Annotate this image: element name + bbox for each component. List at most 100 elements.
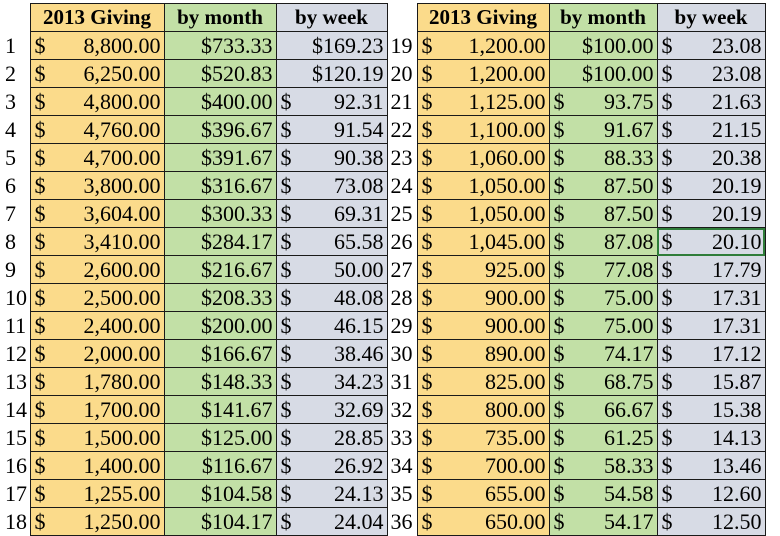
header-giving-right[interactable]: 2013 Giving	[416, 3, 550, 32]
cell-week[interactable]: $46.15	[275, 311, 388, 340]
row-number[interactable]: 14	[2, 395, 31, 424]
cell-week[interactable]: $50.00	[275, 255, 388, 284]
cell-month[interactable]: $391.67	[163, 143, 277, 172]
cell-giving[interactable]: $890.00	[416, 339, 550, 368]
cell-month[interactable]: $104.58	[163, 479, 277, 508]
cell-week[interactable]: $17.31	[656, 283, 766, 312]
cell-week[interactable]: $17.31	[656, 311, 766, 340]
row-number[interactable]: 3	[2, 87, 31, 116]
cell-week[interactable]: $21.15	[656, 115, 766, 144]
row-number[interactable]: 33	[386, 423, 418, 452]
cell-giving[interactable]: $655.00	[416, 479, 550, 508]
cell-week[interactable]: $23.08	[656, 59, 766, 88]
row-number[interactable]: 27	[386, 255, 418, 284]
cell-giving[interactable]: $2,400.00	[29, 311, 165, 340]
cell-month[interactable]: $87.50	[548, 199, 658, 228]
cell-month[interactable]: $58.33	[548, 451, 658, 480]
cell-month[interactable]: $91.67	[548, 115, 658, 144]
cell-giving[interactable]: $4,700.00	[29, 143, 165, 172]
cell-month[interactable]: $733.33	[163, 31, 277, 60]
cell-week[interactable]: $20.19	[656, 199, 766, 228]
cell-week[interactable]: $91.54	[275, 115, 388, 144]
cell-month[interactable]: $93.75	[548, 87, 658, 116]
row-number[interactable]: 35	[386, 479, 418, 508]
cell-giving[interactable]: $2,600.00	[29, 255, 165, 284]
row-number[interactable]: 29	[386, 311, 418, 340]
cell-giving[interactable]: $3,410.00	[29, 227, 165, 256]
cell-week[interactable]: $38.46	[275, 339, 388, 368]
cell-giving[interactable]: $825.00	[416, 367, 550, 396]
cell-week[interactable]: $69.31	[275, 199, 388, 228]
cell-giving[interactable]: $900.00	[416, 311, 550, 340]
row-number[interactable]: 32	[386, 395, 418, 424]
cell-giving[interactable]: $1,780.00	[29, 367, 165, 396]
cell-month[interactable]: $87.08	[548, 227, 658, 256]
header-week-right[interactable]: by week	[656, 3, 766, 32]
cell-giving[interactable]: $925.00	[416, 255, 550, 284]
cell-giving[interactable]: $700.00	[416, 451, 550, 480]
cell-week[interactable]: $21.63	[656, 87, 766, 116]
row-number[interactable]: 15	[2, 423, 31, 452]
cell-month[interactable]: $100.00	[548, 59, 658, 88]
cell-week[interactable]: $24.13	[275, 479, 388, 508]
cell-month[interactable]: $88.33	[548, 143, 658, 172]
cell-week[interactable]: $73.08	[275, 171, 388, 200]
cell-giving[interactable]: $1,400.00	[29, 451, 165, 480]
cell-month[interactable]: $68.75	[548, 367, 658, 396]
cell-giving[interactable]: $1,100.00	[416, 115, 550, 144]
cell-month[interactable]: $148.33	[163, 367, 277, 396]
cell-week[interactable]: $28.85	[275, 423, 388, 452]
cell-month[interactable]: $61.25	[548, 423, 658, 452]
corner-cell-right[interactable]	[386, 3, 418, 32]
row-number[interactable]: 24	[386, 171, 418, 200]
row-number[interactable]: 8	[2, 227, 31, 256]
row-number[interactable]: 20	[386, 59, 418, 88]
cell-month[interactable]: $125.00	[163, 423, 277, 452]
cell-month[interactable]: $316.67	[163, 171, 277, 200]
row-number[interactable]: 36	[386, 507, 418, 536]
cell-giving[interactable]: $2,000.00	[29, 339, 165, 368]
row-number[interactable]: 25	[386, 199, 418, 228]
cell-giving[interactable]: $2,500.00	[29, 283, 165, 312]
cell-week[interactable]: $34.23	[275, 367, 388, 396]
cell-week[interactable]: $15.87	[656, 367, 766, 396]
cell-week[interactable]: $20.38	[656, 143, 766, 172]
cell-month[interactable]: $75.00	[548, 311, 658, 340]
cell-giving[interactable]: $8,800.00	[29, 31, 165, 60]
cell-month[interactable]: $200.00	[163, 311, 277, 340]
giving-spreadsheet[interactable]: 2013 Giving by month by week 2013 Giving…	[2, 3, 766, 536]
row-number[interactable]: 2	[2, 59, 31, 88]
selected-cell-week[interactable]: $20.10	[656, 227, 766, 256]
cell-giving[interactable]: $1,125.00	[416, 87, 550, 116]
cell-giving[interactable]: $1,255.00	[29, 479, 165, 508]
cell-week[interactable]: $12.60	[656, 479, 766, 508]
row-number[interactable]: 23	[386, 143, 418, 172]
cell-week[interactable]: $120.19	[275, 59, 388, 88]
cell-week[interactable]: $24.04	[275, 507, 388, 536]
row-number[interactable]: 28	[386, 283, 418, 312]
cell-giving[interactable]: $1,045.00	[416, 227, 550, 256]
cell-week[interactable]: $13.46	[656, 451, 766, 480]
cell-giving[interactable]: $1,200.00	[416, 31, 550, 60]
cell-week[interactable]: $14.13	[656, 423, 766, 452]
cell-month[interactable]: $54.17	[548, 507, 658, 536]
cell-week[interactable]: $26.92	[275, 451, 388, 480]
cell-month[interactable]: $284.17	[163, 227, 277, 256]
cell-month[interactable]: $520.83	[163, 59, 277, 88]
row-number[interactable]: 31	[386, 367, 418, 396]
cell-week[interactable]: $17.12	[656, 339, 766, 368]
cell-month[interactable]: $166.67	[163, 339, 277, 368]
cell-month[interactable]: $116.67	[163, 451, 277, 480]
row-number[interactable]: 10	[2, 283, 31, 312]
cell-giving[interactable]: $900.00	[416, 283, 550, 312]
cell-month[interactable]: $54.58	[548, 479, 658, 508]
cell-giving[interactable]: $6,250.00	[29, 59, 165, 88]
row-number[interactable]: 9	[2, 255, 31, 284]
cell-month[interactable]: $74.17	[548, 339, 658, 368]
cell-week[interactable]: $20.19	[656, 171, 766, 200]
cell-month[interactable]: $104.17	[163, 507, 277, 536]
row-number[interactable]: 19	[386, 31, 418, 60]
cell-giving[interactable]: $3,800.00	[29, 171, 165, 200]
cell-week[interactable]: $90.38	[275, 143, 388, 172]
cell-month[interactable]: $77.08	[548, 255, 658, 284]
